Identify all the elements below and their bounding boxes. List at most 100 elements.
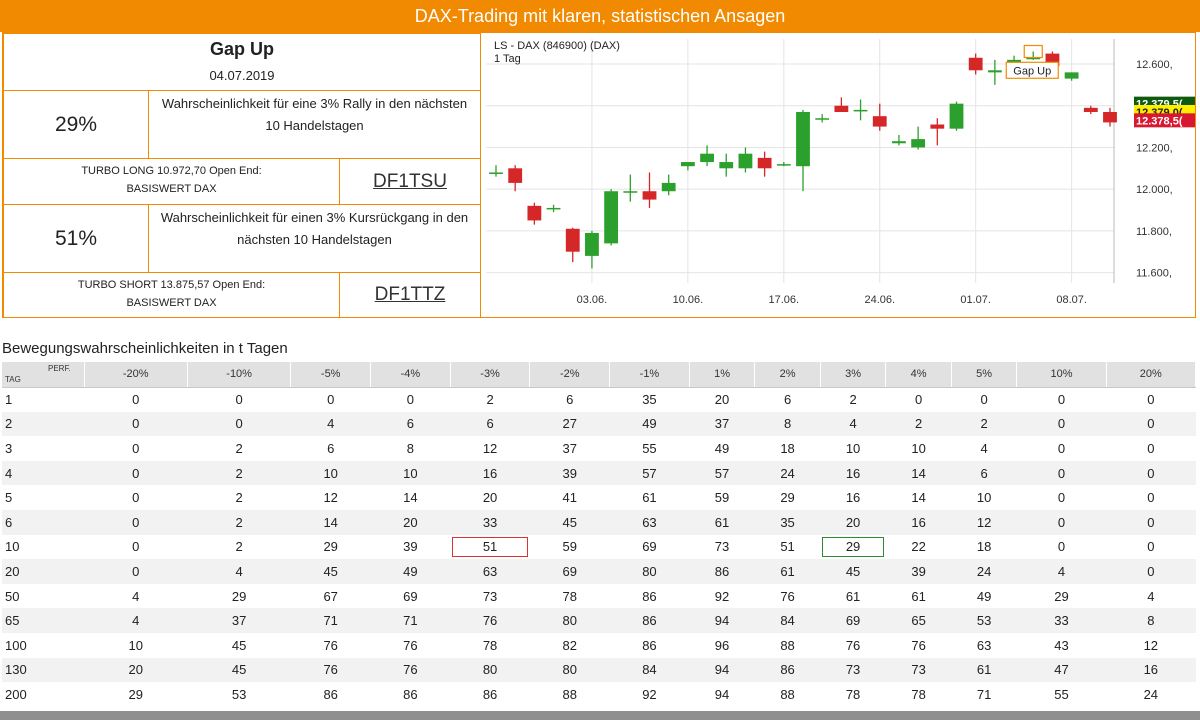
probability-cell: 10 — [128, 637, 143, 653]
probability-cell: 6 — [327, 440, 335, 456]
candle-body — [642, 191, 657, 200]
probability-cell: 29 — [323, 539, 338, 555]
candle-body — [853, 109, 868, 112]
probability-cell: 80 — [529, 608, 610, 633]
probability-cell: 4 — [980, 440, 988, 456]
probability-cell: 59 — [562, 539, 577, 555]
table-row: 2 0 0 4 6 6 27 49 37 8 4 2 2 0 0 — [2, 411, 1196, 437]
price-tag-label: 12.378,5( — [1136, 115, 1183, 127]
corner-tag-label: TAG — [5, 374, 21, 384]
probability-cell: 16 — [845, 490, 861, 506]
probability-cell: 0 — [980, 392, 988, 408]
signal-header: Gap Up 04.07.2019 — [3, 33, 481, 91]
table-row: 100 10 45 76 76 78 82 86 96 88 76 76 63 43 12 — [2, 633, 1196, 658]
candle-body — [757, 157, 772, 169]
probability-cell: 10 — [845, 440, 861, 456]
turbo-short-link[interactable]: DF1TTZ — [339, 272, 481, 318]
probability-cell: 43 — [1054, 637, 1069, 653]
x-tick-label: 24.06. — [864, 294, 895, 306]
candle-body — [930, 124, 945, 129]
candle-body — [489, 172, 503, 174]
probability-cell: 18 — [976, 539, 992, 555]
long-description-line1: Wahrscheinlichkeit für eine 3% Rally in … — [161, 96, 468, 111]
probability-cell: 24 — [754, 460, 821, 486]
probability-cell: 0 — [1057, 490, 1066, 506]
page-banner: DAX-Trading mit klaren, statistischen An… — [0, 0, 1200, 32]
bottom-scrollbar[interactable] — [0, 711, 1200, 720]
probability-cell: 2 — [235, 490, 243, 506]
probability-cell: 29 — [820, 535, 886, 560]
probability-cell: 88 — [780, 686, 795, 702]
probability-cell: 39 — [885, 559, 952, 584]
probability-cell: 0 — [132, 490, 140, 506]
probability-cell: 61 — [911, 588, 926, 604]
probability-cell: 4 — [820, 411, 886, 437]
row-days-cell: 3 — [5, 440, 13, 456]
probability-cell: 94 — [689, 657, 755, 683]
probability-cell: 0 — [84, 460, 188, 486]
corner-perf-label: PERF. — [48, 364, 71, 373]
probability-cell: 12 — [482, 440, 498, 456]
probability-cell: 0 — [1057, 392, 1066, 408]
probability-cell: 51 — [780, 539, 795, 555]
probability-cell: 2 — [885, 411, 952, 437]
probability-cell: 37 — [187, 608, 291, 633]
probability-cell: 10 — [290, 460, 371, 486]
probability-cell: 71 — [290, 608, 371, 633]
probability-cell: 20 — [714, 392, 730, 408]
probability-cell: 29 — [231, 588, 247, 604]
probability-cell: 86 — [323, 686, 338, 702]
row-days-cell: 50 — [5, 588, 20, 604]
probability-cell: 63 — [450, 559, 530, 584]
probability-cell: 39 — [529, 460, 610, 486]
probability-cell: 24 — [1143, 686, 1159, 702]
candle-body — [815, 118, 830, 120]
price-tag — [1134, 113, 1196, 128]
probability-cell: 84 — [609, 657, 690, 683]
probability-cell: 0 — [1147, 440, 1155, 456]
probability-cell: 76 — [403, 637, 418, 653]
probability-cell: 86 — [482, 686, 498, 702]
probability-cell: 76 — [911, 637, 926, 653]
probability-cell: 37 — [689, 411, 755, 437]
row-days-cell: 5 — [5, 490, 13, 506]
table-row: 130 20 45 76 76 80 80 84 94 86 73 73 61 47 16 — [2, 657, 1196, 683]
y-tick-label: 12.000, — [1136, 184, 1173, 196]
probability-cell: 16 — [885, 509, 952, 535]
column-header: -5% — [290, 362, 372, 388]
candle-body — [661, 182, 676, 192]
probability-cell: 2 — [235, 539, 243, 555]
probability-cell: 73 — [482, 588, 498, 604]
probability-cell: 45 — [187, 657, 291, 683]
table-row: 20 0 4 45 49 63 69 80 86 61 45 39 24 4 0 — [2, 559, 1196, 584]
probability-cell: 20 — [482, 490, 498, 506]
probability-cell: 49 — [976, 588, 992, 604]
short-probability: 51% — [3, 204, 149, 273]
y-tick-label: 12.200, — [1136, 142, 1173, 154]
probability-cell: 20 — [84, 657, 188, 683]
probability-cell: 88 — [780, 637, 795, 653]
candles — [489, 51, 1117, 269]
candle-body — [508, 168, 523, 183]
probability-cell: 61 — [754, 559, 821, 584]
candle-body — [700, 153, 714, 163]
probability-cell: 78 — [482, 637, 498, 653]
row-days-cell: 100 — [5, 637, 27, 653]
table-row: 200 29 53 86 86 86 88 92 94 88 78 78 71 55 24 — [2, 682, 1196, 707]
probability-cell: 0 — [1147, 490, 1155, 506]
probability-cell: 20 — [370, 509, 451, 535]
probability-cell: 33 — [450, 509, 530, 535]
turbo-long-link[interactable]: DF1TSU — [339, 158, 481, 205]
probability-cell: 45 — [290, 559, 371, 584]
x-tick-label: 03.06. — [577, 294, 608, 306]
probability-cell: 0 — [1106, 460, 1196, 486]
probability-cell: 6 — [370, 411, 451, 437]
probability-cell: 47 — [1016, 657, 1107, 683]
candle-body — [604, 191, 619, 244]
probability-cell: 2 — [235, 440, 243, 456]
candle-body — [1103, 111, 1117, 123]
candle-body — [585, 232, 599, 256]
probability-cell: 49 — [714, 440, 730, 456]
signal-summary: Gap Up 04.07.2019 29% Wahrscheinlichkeit… — [3, 33, 481, 318]
probability-cell: 61 — [689, 509, 755, 535]
